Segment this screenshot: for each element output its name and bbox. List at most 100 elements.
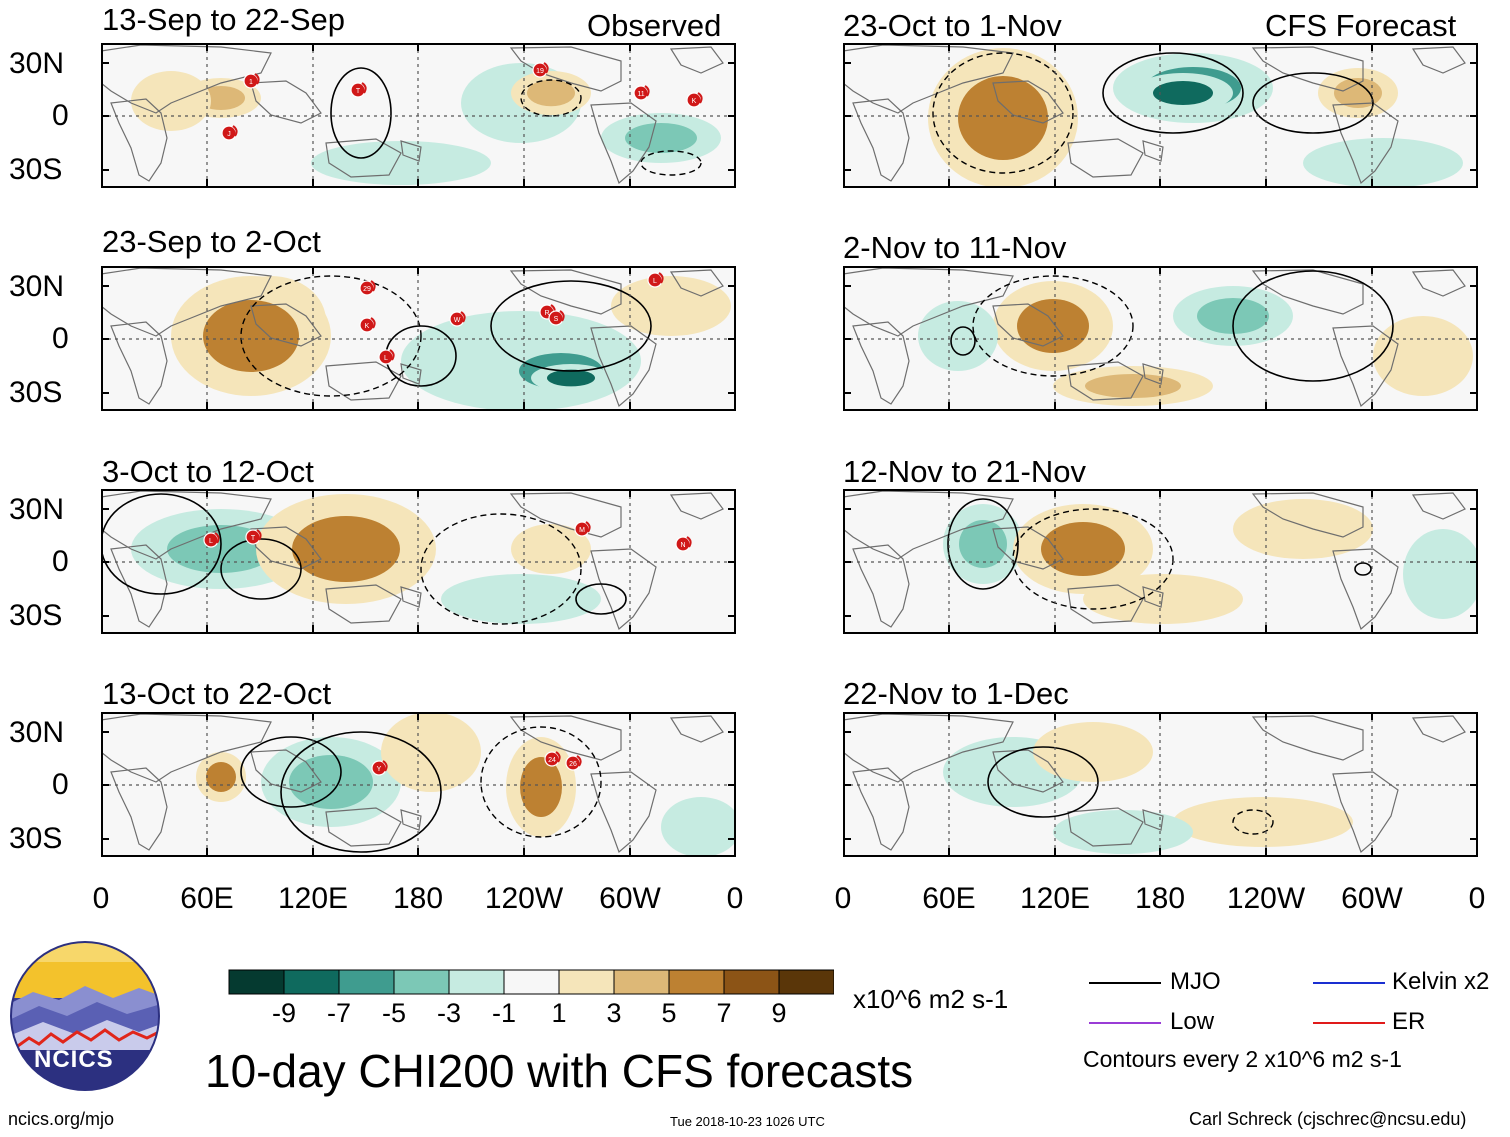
storm-marker-label: 26 — [569, 761, 577, 768]
coastline — [852, 767, 910, 851]
panel-title-1: 13-Sep to 22-Sep — [102, 2, 346, 37]
footer-credit: Carl Schreck (cjschrec@ncsu.edu) — [1189, 1109, 1467, 1129]
coastline — [110, 544, 168, 628]
legend-line-kelvin — [1313, 982, 1385, 984]
mjo-contour — [1102, 52, 1244, 134]
colorbar-units: x10^6 m2 s-1 — [853, 984, 1009, 1014]
mjo-contour — [330, 67, 392, 159]
storm-marker-label: R — [544, 310, 549, 317]
coastline — [1332, 771, 1399, 854]
legend-line-er — [1313, 1022, 1385, 1024]
map-svg-2: 29 K W RS L L — [101, 266, 736, 411]
storm-marker-label: 11 — [637, 91, 644, 98]
ncics-logo-icon — [10, 941, 160, 1091]
coastline — [843, 713, 1014, 783]
coastline — [852, 98, 910, 182]
storm-marker-icon: 11 — [633, 85, 650, 101]
storm-marker-icon: K — [686, 92, 703, 108]
lon-label-120e: 120E — [1019, 882, 1091, 915]
mjo-contour — [1252, 72, 1374, 134]
storm-marker-icon: 26 — [565, 755, 582, 771]
storm-marker-icon: N — [675, 536, 692, 552]
storm-marker-icon: L — [378, 349, 395, 365]
coastline — [1251, 269, 1364, 315]
storm-marker-icon: Y — [371, 760, 388, 776]
observed-label: Observed — [587, 8, 722, 43]
panel-title-3: 3-Oct to 12-Oct — [102, 454, 314, 489]
colorbar-tick: 7 — [716, 998, 732, 1028]
coastline — [1411, 269, 1466, 297]
storm-marker-icon: 19 — [532, 62, 549, 78]
anomaly-core — [1334, 78, 1382, 108]
colorbar-swatch — [503, 969, 560, 995]
storm-marker-label: L — [209, 538, 213, 545]
mjo-contour — [950, 326, 976, 356]
coastline — [669, 46, 724, 74]
coastline — [110, 767, 168, 851]
coastline — [325, 138, 402, 178]
coastline — [1067, 584, 1144, 624]
anomaly-core — [1041, 522, 1125, 576]
map-panel-4: Y 24 26 — [101, 712, 736, 857]
anomaly-contour — [1053, 810, 1193, 854]
storm-marker-icon: 24 — [544, 751, 561, 767]
storm-marker-icon: 1 — [243, 73, 260, 89]
coastline — [1067, 138, 1144, 178]
map-panel-8 — [843, 712, 1478, 857]
anomaly-core — [547, 369, 595, 387]
lon-label-360: 0 — [1468, 882, 1486, 915]
storm-marker-label: N — [680, 542, 685, 549]
lat-label-30s: 30S — [9, 376, 63, 409]
map-svg-1: 1 J T 19 11 K — [101, 43, 736, 188]
lat-label-30s: 30S — [9, 822, 63, 855]
lat-label-eq: 0 — [52, 545, 69, 578]
coastline — [669, 269, 724, 297]
map-svg-6 — [843, 266, 1478, 411]
anomaly-contour — [131, 71, 211, 131]
storm-marker-label: T — [356, 88, 361, 95]
coastline — [590, 548, 657, 631]
negative-contour — [480, 726, 602, 838]
coastline — [325, 807, 402, 847]
anomaly-contour — [1403, 529, 1478, 619]
anomaly-core — [1017, 299, 1089, 353]
coastline — [1411, 492, 1466, 520]
coastline — [250, 526, 322, 570]
anomaly-core — [203, 300, 299, 372]
coastline — [992, 749, 1064, 793]
negative-contour — [1012, 508, 1174, 610]
coastline — [1251, 715, 1364, 761]
lon-label-120w: 120W — [484, 882, 564, 915]
coastline — [1142, 363, 1164, 385]
map-svg-4: Y 24 26 — [101, 712, 736, 857]
map-svg-3: L T M N — [101, 489, 736, 634]
colorbar-tick: 1 — [551, 998, 567, 1028]
coastline — [1067, 807, 1144, 847]
coastline — [509, 46, 622, 92]
colorbar-tick: -1 — [491, 998, 517, 1028]
legend-label-er: ER — [1392, 1008, 1426, 1035]
lon-label-0: 0 — [92, 882, 110, 915]
colorbar-swatch — [393, 969, 450, 995]
lon-label-60w: 60W — [1341, 882, 1403, 915]
mjo-contour — [490, 280, 652, 372]
coastline — [110, 98, 168, 182]
coastline — [1251, 492, 1364, 538]
storm-marker-icon: K — [359, 317, 376, 333]
lat-label-30s: 30S — [9, 153, 63, 186]
lon-label-0: 0 — [834, 882, 852, 915]
coastline — [843, 490, 1014, 560]
lon-label-180: 180 — [392, 882, 444, 915]
map-svg-8 — [843, 712, 1478, 857]
lon-label-360: 0 — [726, 882, 744, 915]
legend-label-low: Low — [1170, 1008, 1215, 1035]
storm-marker-icon: T — [245, 529, 262, 545]
storm-marker-label: W — [454, 317, 461, 324]
coastline — [325, 584, 402, 624]
anomaly-core — [520, 757, 562, 817]
colorbar-tick: -9 — [271, 998, 297, 1028]
coastline — [992, 303, 1064, 347]
panel-title-5: 23-Oct to 1-Nov — [843, 8, 1062, 43]
mjo-contour — [280, 731, 442, 853]
footer-url[interactable]: ncics.org/mjo — [8, 1109, 115, 1129]
